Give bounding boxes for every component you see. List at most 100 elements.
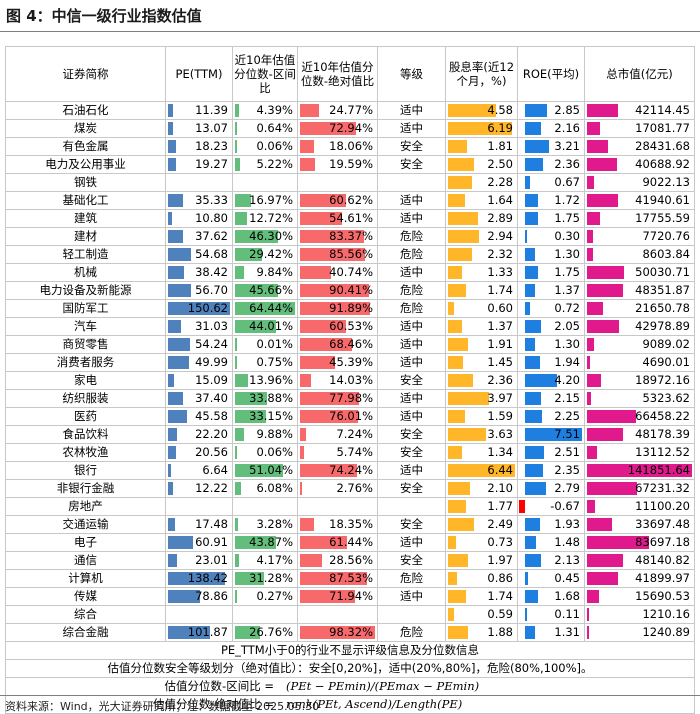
industry-name: 传媒 xyxy=(5,587,166,606)
mcap-bar xyxy=(587,230,593,243)
mcap-bar xyxy=(587,194,619,207)
pct-range-cell: 4.39% xyxy=(232,101,298,120)
div-bar xyxy=(448,140,467,153)
pct_range-value: 45.66% xyxy=(249,283,293,297)
mcap-cell: 7720.76 xyxy=(584,227,695,246)
data-bar-cell: 2.94 xyxy=(447,229,517,245)
data-bar-cell: 1210.16 xyxy=(586,607,694,623)
grade-cell: 危险 xyxy=(377,299,446,318)
roe-bar xyxy=(525,518,540,531)
data-bar-cell: 17755.59 xyxy=(586,211,694,227)
div-bar xyxy=(448,176,472,189)
industry-name: 食品饮料 xyxy=(5,425,166,444)
data-bar-cell: 9022.13 xyxy=(586,175,694,191)
pe-bar xyxy=(168,140,176,153)
pe-value: 22.20 xyxy=(195,427,228,441)
pct_rank-bar xyxy=(300,248,366,261)
formula-range-label: 估值分位数-区间比 = xyxy=(164,679,274,693)
pct_rank-bar xyxy=(300,464,357,477)
pct_rank-value: 91.89% xyxy=(329,301,373,315)
data-bar-cell: 35.33 xyxy=(167,193,232,209)
pct-range-cell: 6.08% xyxy=(232,479,298,498)
note-negative-pe: PE_TTM小于0的行业不显示评级信息及分位数信息 xyxy=(5,641,695,660)
data-bar-cell: 68.46% xyxy=(299,337,377,353)
roe-value: 0.11 xyxy=(554,607,580,621)
pct_rank-value: 71.94% xyxy=(329,589,373,603)
data-bar-cell: 87.53% xyxy=(299,571,377,587)
pct_range-value: 33.88% xyxy=(249,391,293,405)
roe-bar xyxy=(525,554,542,567)
data-bar-cell: 2.36 xyxy=(447,373,517,389)
mcap-bar xyxy=(587,356,591,369)
mcap-bar xyxy=(587,428,623,441)
dividend-cell: 1.74 xyxy=(445,587,518,606)
pe-cell: 38.42 xyxy=(165,263,233,282)
pe-bar xyxy=(168,572,225,585)
mcap-bar xyxy=(587,104,619,117)
roe-value: 2.16 xyxy=(554,121,580,135)
pct_rank-value: 14.03% xyxy=(329,373,373,387)
data-bar-cell: 29.42% xyxy=(234,247,297,263)
pe-cell: 56.70 xyxy=(165,281,233,300)
mcap-bar xyxy=(587,554,623,567)
data-bar-cell: 1.37 xyxy=(447,319,517,335)
pct_rank-value: 19.59% xyxy=(329,157,373,171)
table-row: 电力设备及新能源 56.70 45.66% 90.41% 危险 1.74 1.37 48351… xyxy=(5,281,695,300)
pe-value: 20.56 xyxy=(195,445,228,459)
roe-cell: 1.93 xyxy=(517,515,585,534)
data-bar-cell: 2.35 xyxy=(519,463,584,479)
pct_rank-value: 61.44% xyxy=(329,535,373,549)
data-bar-cell: 2.89 xyxy=(447,211,517,227)
mcap-cell: 17755.59 xyxy=(584,209,695,228)
pe-value: 45.58 xyxy=(195,409,228,423)
data-bar-cell: 10.80 xyxy=(167,211,232,227)
data-bar-cell: 2.25 xyxy=(519,409,584,425)
pct-rank-cell: 60.62% xyxy=(297,191,378,210)
pe-cell: 37.40 xyxy=(165,389,233,408)
data-bar-cell: 2.13 xyxy=(519,553,584,569)
data-bar-cell: 13.07 xyxy=(167,121,232,137)
pct_range-bar xyxy=(235,464,283,477)
data-bar-cell: 1.30 xyxy=(519,247,584,263)
data-bar-cell: 3.28% xyxy=(234,517,297,533)
pct_range-value: 0.06% xyxy=(256,139,293,153)
pe-cell: 78.86 xyxy=(165,587,233,606)
pe-value: 12.22 xyxy=(195,481,228,495)
div-value: 6.19 xyxy=(487,121,513,135)
roe-value: 0.72 xyxy=(554,301,580,315)
mcap-value: 21650.78 xyxy=(635,301,690,315)
roe-value: 0.45 xyxy=(554,571,580,585)
div-value: 1.91 xyxy=(487,337,513,351)
pct_range-value: 46.30% xyxy=(249,229,293,243)
roe-value: 2.13 xyxy=(554,553,580,567)
pe-bar xyxy=(168,122,174,135)
dividend-cell: 0.86 xyxy=(445,569,518,588)
data-bar-cell xyxy=(234,499,297,515)
mcap-value: 41940.61 xyxy=(635,193,690,207)
data-bar-cell: 48351.87 xyxy=(586,283,694,299)
pct-range-cell: 4.17% xyxy=(232,551,298,570)
data-bar-cell: 1.88 xyxy=(447,625,517,641)
pct_rank-bar xyxy=(300,122,356,135)
data-bar-cell: 23.01 xyxy=(167,553,232,569)
mcap-value: 28431.68 xyxy=(635,139,690,153)
data-bar-cell: 85.56% xyxy=(299,247,377,263)
pct-range-cell: 13.96% xyxy=(232,371,298,390)
data-bar-cell: 13.96% xyxy=(234,373,297,389)
industry-name: 综合金融 xyxy=(5,623,166,642)
pct-range-cell: 0.27% xyxy=(232,587,298,606)
pct_range-bar xyxy=(235,536,276,549)
data-bar-cell: 45.58 xyxy=(167,409,232,425)
table-row: 钢铁 2.28 0.67 9022.13 xyxy=(5,173,695,192)
pct_rank-bar xyxy=(300,428,306,441)
mcap-cell: 13112.52 xyxy=(584,443,695,462)
div-value: 2.28 xyxy=(487,175,513,189)
roe-value: 1.72 xyxy=(554,193,580,207)
mcap-value: 40688.92 xyxy=(635,157,690,171)
pct_rank-value: 54.61% xyxy=(329,211,373,225)
data-bar-cell: 54.61% xyxy=(299,211,377,227)
data-bar-cell: 22.20 xyxy=(167,427,232,443)
roe-bar xyxy=(525,536,537,549)
table-row: 非银行金融 12.22 6.08% 2.76% 安全 2.10 2.79 67231.32 xyxy=(5,479,695,498)
table-body: 石油石化 11.39 4.39% 24.77% 适中 4.58 2.85 42114.45 煤炭… xyxy=(5,101,695,642)
